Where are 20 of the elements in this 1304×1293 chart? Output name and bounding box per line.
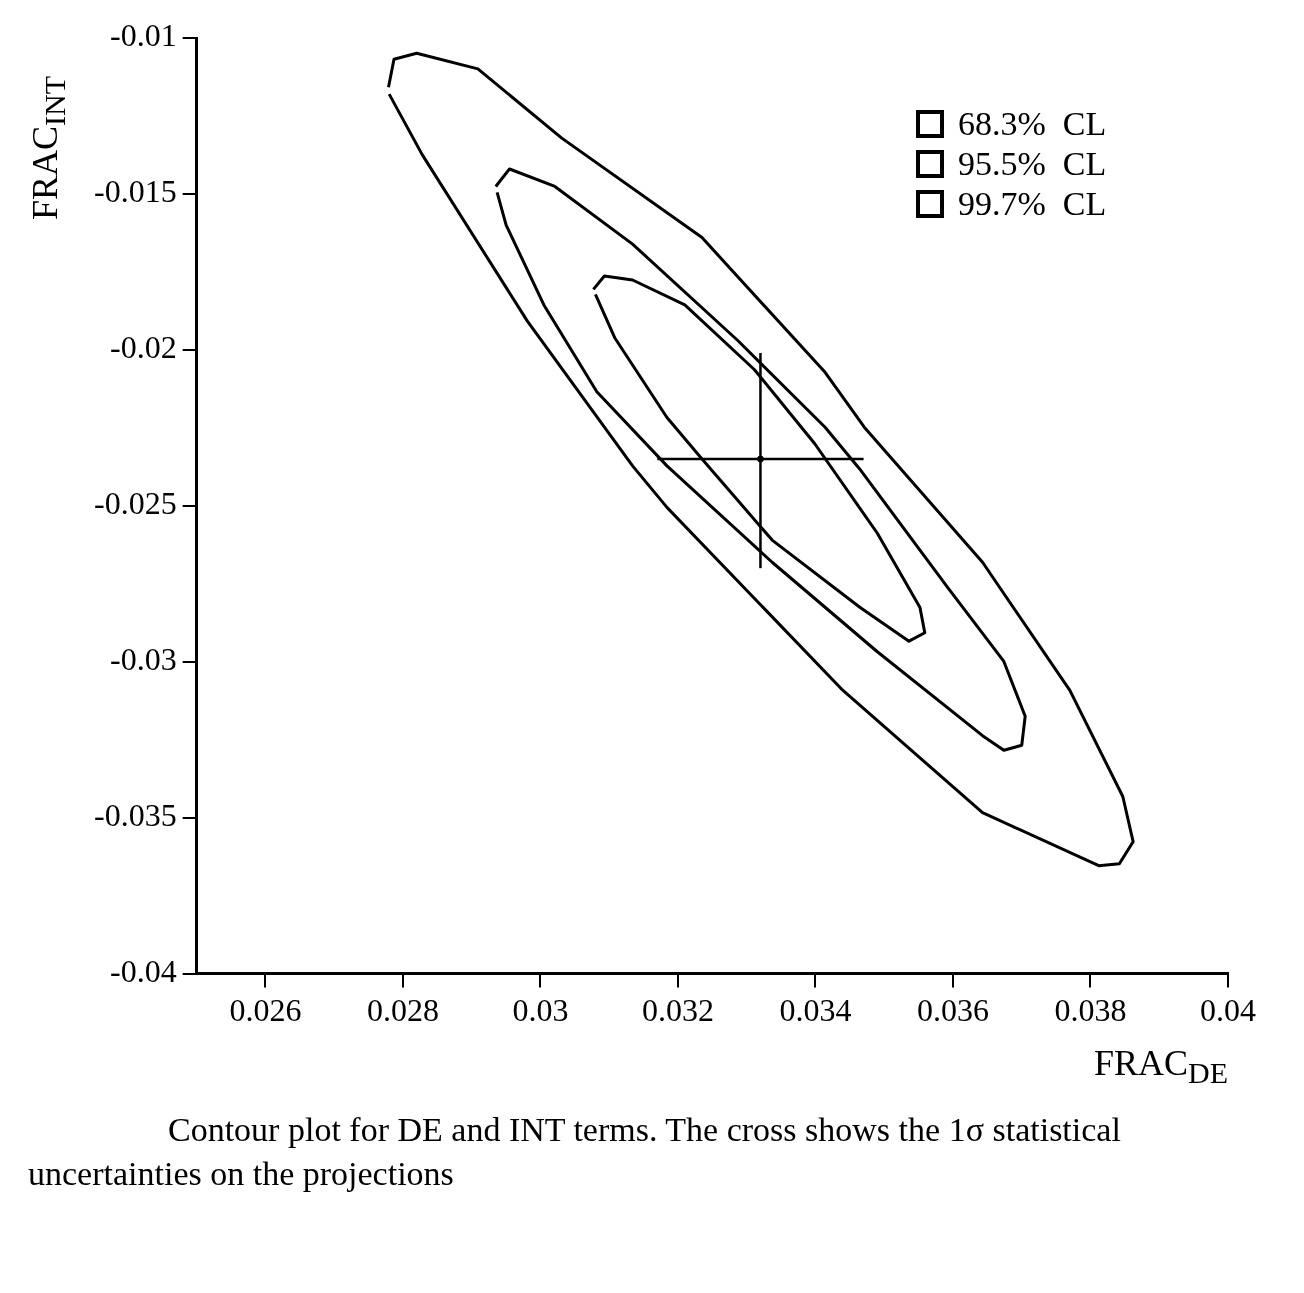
y-tick-label: -0.01 xyxy=(110,17,177,54)
y-tick-label: -0.02 xyxy=(110,329,177,366)
y-tick-label: -0.015 xyxy=(94,173,177,210)
y-tick-label: -0.025 xyxy=(94,485,177,522)
legend-label: 99.7% CL xyxy=(958,184,1107,222)
x-tick-label: 0.028 xyxy=(366,992,439,1029)
y-tick-label: -0.035 xyxy=(94,797,177,834)
text: Contour plot for DE and INT terms. The cross shows the 1σ statistical uncertainties on the projections xyxy=(27,1110,1122,1195)
x-tick-label: 0.04 xyxy=(1200,992,1256,1029)
y-tick-label: -0.04 xyxy=(110,953,177,990)
x-axis-title: FRAC$_{DE}$ xyxy=(1093,1042,1228,1091)
x-tick-label: 0.03 xyxy=(512,992,569,1029)
y-tick-label: -0.03 xyxy=(110,641,177,678)
x-tick-label: 0.036 xyxy=(916,992,989,1029)
x-tick-label: 0.032 xyxy=(641,992,714,1029)
x-tick-label: 0.026 xyxy=(229,992,302,1029)
legend-label: 68.3% CL xyxy=(958,104,1107,142)
legend-label: 95.5% CL xyxy=(958,144,1107,182)
x-tick-label: 0.038 xyxy=(1054,992,1127,1029)
x-tick-label: 0.034 xyxy=(779,992,852,1029)
